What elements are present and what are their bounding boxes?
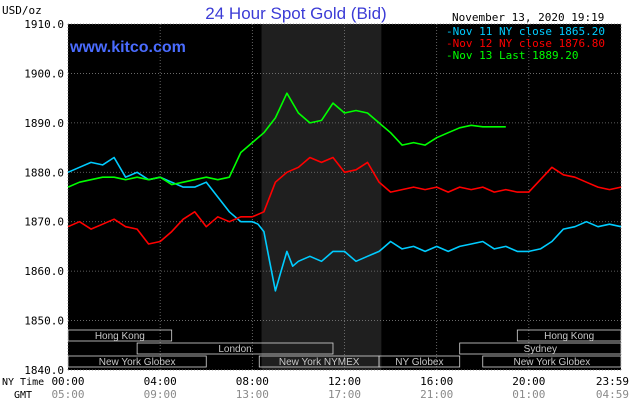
y-tick-label: 1890.0	[24, 117, 64, 130]
market-sessions: Hong Kong Hong Kong London Sydney New York G…	[67, 329, 622, 368]
x-tick-label-gmt: 17:00	[328, 388, 361, 401]
session-box	[378, 355, 461, 368]
session-label: Hong Kong	[95, 331, 145, 342]
series-line-1	[67, 156, 622, 292]
watermark: www.kitco.com	[69, 39, 186, 56]
session-box	[459, 342, 622, 355]
x-tick-label-gmt: 04:59	[596, 388, 629, 401]
legend-entry-3: -Nov 13 Last 1889.20	[446, 49, 578, 62]
y-tick-label: 1860.0	[24, 265, 64, 278]
legend: -Nov 11 NY close 1865.20-Nov 12 NY close…	[446, 25, 605, 62]
grid-lines	[67, 23, 622, 371]
session-label: New York Globex	[514, 357, 591, 368]
session-box	[482, 355, 622, 368]
session-label: New York Globex	[99, 357, 176, 368]
y-tick-label: 1850.0	[24, 315, 64, 328]
y-tick-label: 1900.0	[24, 67, 64, 80]
session-label: NY Globex	[395, 357, 443, 368]
session-hong-kong: Hong Kong	[67, 329, 173, 342]
timestamp: November 13, 2020 19:19	[452, 11, 604, 24]
legend-entry-1: -Nov 11 NY close 1865.20	[446, 25, 605, 38]
x-tick-label-gmt: 09:00	[144, 388, 177, 401]
y-tick-label: 1910.0	[24, 18, 64, 31]
legend-entry-2: -Nov 12 NY close 1876.80	[446, 37, 605, 50]
x-tick-label-ny: 08:00	[236, 375, 269, 388]
session-ny-globex: NY Globex	[378, 355, 461, 368]
session-box	[516, 329, 622, 342]
chart-title: 24 Hour Spot Gold (Bid)	[205, 4, 386, 23]
x-tick-label-gmt: 21:00	[420, 388, 453, 401]
session-london: London	[136, 342, 334, 355]
x-tick-label-gmt: 05:00	[51, 388, 84, 401]
session-sydney: Sydney	[459, 342, 622, 355]
y-axis: 1910.0 1900.0 1890.0 1880.0 1870.0 1860.0 1850…	[24, 18, 64, 377]
x-label-ny: NY Time	[2, 377, 44, 388]
session-new-york-globex: New York Globex	[67, 355, 207, 368]
y-tick-label: 1870.0	[24, 216, 64, 229]
x-label-gmt: GMT	[14, 390, 32, 401]
x-tick-label-ny: 16:00	[420, 375, 453, 388]
series-line-2	[67, 156, 622, 245]
y-tick-label: 1880.0	[24, 166, 64, 179]
session-hong-kong: Hong Kong	[516, 329, 622, 342]
session-label: Hong Kong	[544, 331, 594, 342]
x-tick-label-gmt: 01:00	[512, 388, 545, 401]
x-axis: 00:00 04:00 08:00 12:00 16:00 20:00 23:59 05:00…	[51, 375, 629, 401]
x-tick-label-gmt: 13:00	[236, 388, 269, 401]
x-tick-label-ny: 20:00	[512, 375, 545, 388]
x-tick-label-ny: 00:00	[51, 375, 84, 388]
series-line-3	[67, 92, 506, 188]
x-tick-label-ny: 12:00	[328, 375, 361, 388]
session-new-york-globex: New York Globex	[482, 355, 622, 368]
session-box	[67, 355, 207, 368]
y-tick-label: 1840.0	[24, 364, 64, 377]
session-label: Sydney	[524, 344, 557, 355]
session-box	[67, 329, 173, 342]
x-tick-label-ny: 04:00	[144, 375, 177, 388]
session-label: New York NYMEX	[279, 357, 360, 368]
session-box	[136, 342, 334, 355]
session-label: London	[218, 344, 251, 355]
highlight-band	[261, 24, 382, 370]
series-lines	[67, 92, 622, 292]
y-unit-label: USD/oz	[2, 4, 42, 17]
x-tick-label-ny: 23:59	[596, 375, 629, 388]
